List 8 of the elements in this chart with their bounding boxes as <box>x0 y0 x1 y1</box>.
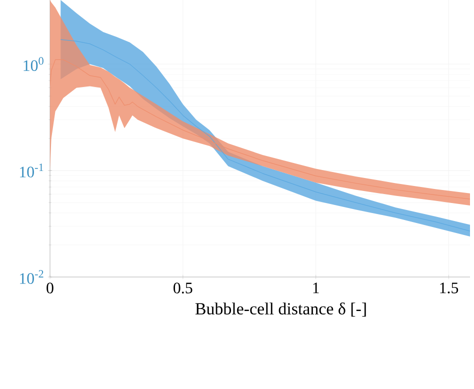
x-axis-title: Bubble-cell distance δ [-] <box>195 302 366 317</box>
x-tick-label: 1.5 <box>440 282 458 294</box>
x-tick-label: 0.5 <box>174 282 192 294</box>
y-tick-label: 10$^{-1}$ <box>20 164 44 178</box>
x-tick-label: 1 <box>313 282 319 294</box>
x-tick-label: 0 <box>46 282 54 294</box>
y-tick-label: 10$^{0}$ <box>24 57 44 71</box>
y-tick-label: 10$^{-2}$ <box>20 270 44 284</box>
